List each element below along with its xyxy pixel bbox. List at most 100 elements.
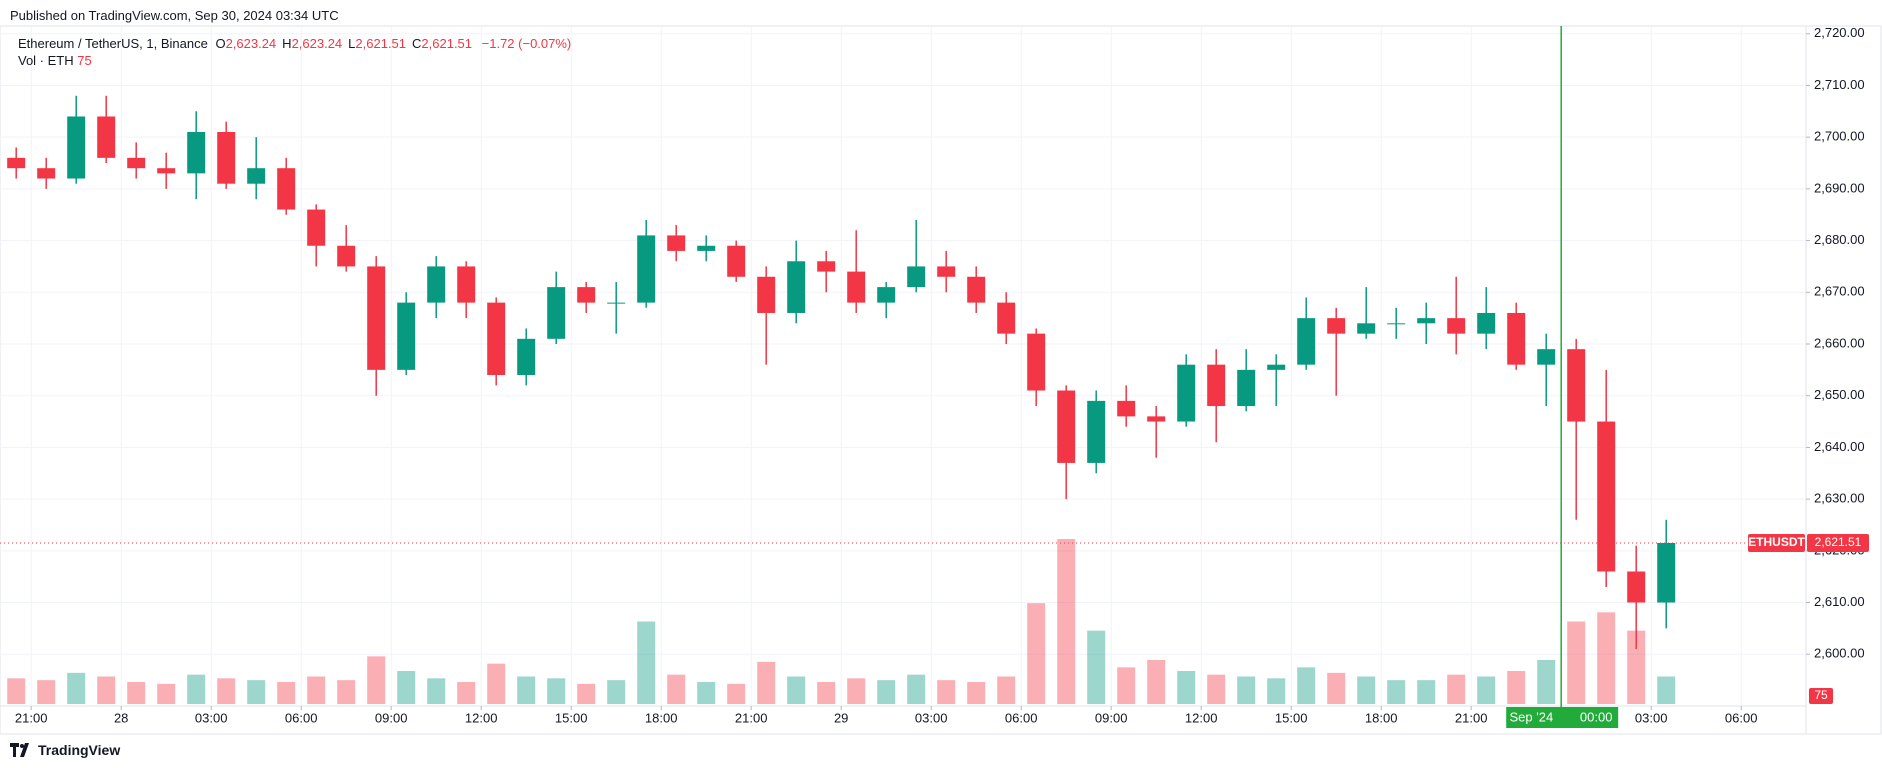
candle-body — [187, 131, 206, 174]
ohlc-value: 2,621.51 — [355, 36, 407, 51]
y-tick-label: 2,710.00 — [1814, 77, 1865, 92]
ohlc-key: C — [412, 36, 422, 51]
volume-bar — [1627, 630, 1646, 704]
volume-bar — [817, 682, 836, 704]
y-tick-label: 2,690.00 — [1814, 180, 1865, 195]
x-tick-label: 21:00 — [15, 710, 48, 725]
ohlc-key: O — [215, 36, 226, 51]
volume-bar — [1597, 612, 1616, 704]
volume-bar — [97, 676, 116, 704]
volume-bar — [547, 678, 566, 704]
candle-body — [1177, 364, 1196, 422]
y-tick-label: 2,660.00 — [1814, 335, 1865, 350]
grid — [0, 26, 1806, 706]
candle-body — [1057, 390, 1076, 463]
candle-body — [157, 168, 176, 174]
x-tick-label: 09:00 — [375, 710, 408, 725]
volume-bar — [1387, 680, 1406, 704]
candle-body — [1537, 349, 1556, 365]
candle-body — [1117, 400, 1136, 417]
x-tick-label: 29 — [834, 710, 848, 725]
ohlc: O2,623.24 H2,623.24 L2,621.51 C2,621.51 — [211, 36, 472, 51]
x-tick-label: 28 — [114, 710, 128, 725]
volume-bar — [1537, 660, 1556, 704]
volume-bar — [1447, 674, 1466, 704]
y-tick-label: 2,700.00 — [1814, 129, 1865, 144]
ohlc-key: H — [282, 36, 292, 51]
volume-bar — [307, 676, 326, 704]
candle-body — [1447, 318, 1466, 334]
legend: Ethereum / TetherUS, 1, Binance O2,623.2… — [18, 35, 571, 69]
volume-bar — [1327, 672, 1346, 704]
volume-bar — [937, 680, 956, 704]
change: −1.72 (−0.07%) — [481, 36, 572, 51]
volume-bar — [517, 676, 536, 704]
y-tick-label: 2,600.00 — [1814, 646, 1865, 661]
volume-bar — [847, 678, 866, 704]
y-tick-label: 2,670.00 — [1814, 284, 1865, 299]
x-tick-label: 21:00 — [735, 710, 768, 725]
candle-body — [1387, 323, 1406, 325]
candle-body — [277, 168, 296, 210]
candle-body — [1507, 312, 1526, 365]
volume-bar — [487, 663, 506, 704]
brand: TradingView — [38, 742, 121, 758]
volume-bar — [637, 621, 656, 704]
candle-body — [1477, 312, 1496, 334]
y-tick-label: 2,720.00 — [1814, 25, 1865, 40]
candle-body — [817, 261, 836, 272]
volume-bar — [7, 678, 26, 704]
volume-bar — [907, 674, 926, 704]
symbol-tag — [1748, 534, 1805, 553]
volume-bar — [1417, 680, 1436, 704]
x-tick-label: 06:00 — [1005, 710, 1038, 725]
candle-body — [307, 209, 326, 246]
x-tick-label: 18:00 — [645, 710, 678, 725]
candle-body — [877, 287, 896, 303]
symbol: Ethereum / TetherUS, 1, Binance — [18, 36, 208, 51]
candle-body — [727, 245, 746, 277]
x-tick-label: 06:00 — [285, 710, 318, 725]
candle-body — [937, 266, 956, 277]
candle-body — [367, 266, 386, 370]
volume-bar — [1057, 539, 1076, 704]
logo — [10, 743, 29, 757]
volume-bar — [1477, 676, 1496, 704]
volume-last: 75 — [77, 53, 92, 68]
symbol-tag-text: ETHUSDT — [1748, 535, 1805, 549]
volume-bar — [397, 671, 416, 704]
candle-body — [7, 157, 26, 169]
candle-body — [37, 168, 56, 179]
x-tick-label: 03:00 — [195, 710, 228, 725]
volume-bar — [337, 680, 356, 704]
volume-bar — [1357, 676, 1376, 704]
candle-body — [1147, 416, 1166, 422]
candle-body — [667, 235, 686, 251]
volume-legend: Vol · ETH — [18, 53, 74, 68]
price-tag — [1807, 534, 1869, 553]
volume-tag — [1809, 688, 1833, 704]
x-tick-label: 15:00 — [555, 710, 588, 725]
volume-bar — [607, 680, 626, 704]
candle-body — [1267, 364, 1286, 370]
candle-body — [487, 302, 506, 376]
candle-body — [97, 116, 116, 158]
candle-body — [1417, 318, 1436, 324]
volume-bar — [1267, 678, 1286, 704]
candle-body — [127, 157, 146, 169]
candle-body — [1357, 323, 1376, 334]
candle-body — [1237, 369, 1256, 407]
volume-bar — [67, 672, 86, 704]
candle-body — [457, 266, 476, 303]
volume-bar — [457, 682, 476, 704]
candle-body — [1297, 318, 1316, 365]
ohlc-value: 2,621.51 — [421, 36, 473, 51]
candle-body — [787, 261, 806, 313]
volume-bar — [727, 683, 746, 704]
candle-body — [1657, 543, 1676, 603]
legend-row: Ethereum / TetherUS, 1, Binance O2,623.2… — [18, 35, 571, 52]
volume-bar — [37, 680, 56, 704]
candle-body — [697, 245, 716, 251]
ohlc-key: L — [348, 36, 356, 51]
volume-bar — [1207, 674, 1226, 704]
